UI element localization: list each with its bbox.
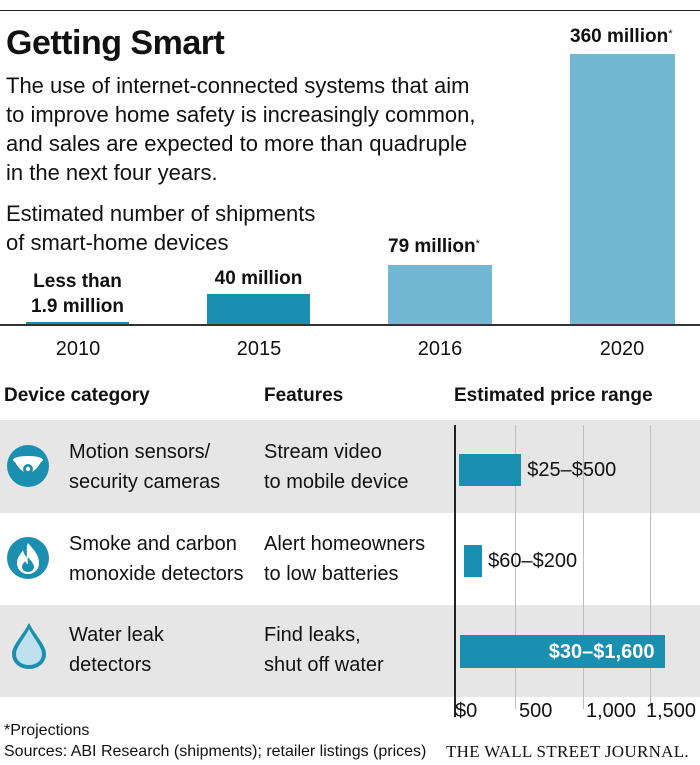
year-label-2016: 2016: [417, 338, 463, 360]
category-cell: Water leak detectors: [69, 620, 164, 680]
flame-icon: [7, 537, 49, 579]
features-cell: Alert homeowners to low batteries: [264, 529, 425, 589]
year-label-2020: 2020: [599, 338, 645, 360]
sources-footnote: Sources: ABI Research (shipments); retai…: [4, 743, 427, 760]
projection-asterisk: *: [475, 238, 480, 250]
price-range-bar: [459, 454, 522, 486]
shipment-value-label-2016: 79 million*: [388, 234, 508, 259]
subtitle-line: of smart-home devices: [6, 230, 229, 255]
price-axis-zero: [454, 425, 456, 717]
value-label-line: 1.9 million: [31, 296, 124, 317]
description-line: to improve home safety is increasingly c…: [6, 102, 476, 127]
shipments-subtitle: Estimated number of shipments of smart-h…: [6, 199, 315, 257]
price-range-bar: [463, 545, 483, 577]
shipment-bar-2015: [207, 294, 310, 324]
features-line: Alert homeowners: [264, 533, 426, 555]
category-cell: Motion sensors/ security cameras: [69, 437, 220, 497]
category-line: monoxide detectors: [69, 563, 244, 585]
price-range-label: $60–$200: [488, 550, 578, 572]
water-drop-icon: [12, 623, 46, 669]
features-cell: Stream video to mobile device: [264, 437, 409, 497]
description-line: The use of internet-connected systems th…: [6, 73, 470, 98]
header-features: Features: [264, 385, 344, 406]
value-label-text: 79 million: [388, 236, 476, 257]
shipment-bar-2010: [26, 322, 129, 324]
description-line: and sales are expected to more than quad…: [6, 131, 468, 156]
category-line: Water leak: [69, 624, 164, 646]
category-line: detectors: [69, 654, 152, 676]
features-line: shut off water: [264, 654, 384, 676]
value-label-text: 360 million: [570, 26, 669, 47]
value-label-line: Less than: [33, 271, 122, 292]
price-gridline-1500: [650, 425, 651, 709]
category-line: security cameras: [69, 471, 221, 493]
price-tick-label: 1,500: [646, 700, 697, 722]
features-cell: Find leaks, shut off water: [264, 620, 384, 680]
price-range-bar: [459, 635, 665, 668]
year-label-2010: 2010: [55, 338, 101, 360]
category-line: Smoke and carbon: [69, 533, 237, 555]
chart-title: Getting Smart: [6, 24, 225, 62]
price-tick-label: $0: [455, 700, 478, 722]
features-line: to low batteries: [264, 563, 399, 585]
security-camera-icon: [7, 445, 49, 487]
subtitle-line: Estimated number of shipments: [6, 201, 316, 226]
shipment-bar-2020: [570, 54, 675, 324]
price-range-label: $30–$1,600: [548, 641, 655, 663]
features-line: to mobile device: [264, 471, 409, 493]
shipment-value-label-2020: 360 million*: [570, 24, 700, 49]
price-range-label: $25–$500: [527, 459, 617, 481]
price-tick-label: 1,000: [586, 700, 637, 722]
price-gridline-1000: [583, 425, 584, 709]
projection-asterisk: *: [668, 28, 673, 40]
shipments-baseline: [0, 324, 700, 326]
value-label-text: 40 million: [214, 268, 303, 289]
category-cell: Smoke and carbon monoxide detectors: [69, 529, 244, 589]
header-price-range: Estimated price range: [454, 385, 653, 406]
publisher-logo: THE WALL STREET JOURNAL.: [446, 742, 689, 761]
projection-footnote: *Projections: [4, 722, 90, 739]
chart-description: The use of internet-connected systems th…: [6, 71, 526, 187]
shipment-value-label-2010: Less than 1.9 million: [26, 269, 129, 319]
features-line: Find leaks,: [264, 624, 361, 646]
category-line: Motion sensors/: [69, 441, 211, 463]
top-rule: [0, 10, 700, 11]
features-line: Stream video: [264, 441, 382, 463]
price-gridline-500: [515, 425, 516, 709]
year-label-2015: 2015: [236, 338, 282, 360]
shipment-bar-2016: [388, 264, 492, 324]
description-line: in the next four years.: [6, 160, 218, 185]
price-tick-label: 500: [519, 700, 553, 722]
shipment-value-label-2015: 40 million: [207, 266, 310, 291]
header-device-category: Device category: [4, 385, 150, 406]
